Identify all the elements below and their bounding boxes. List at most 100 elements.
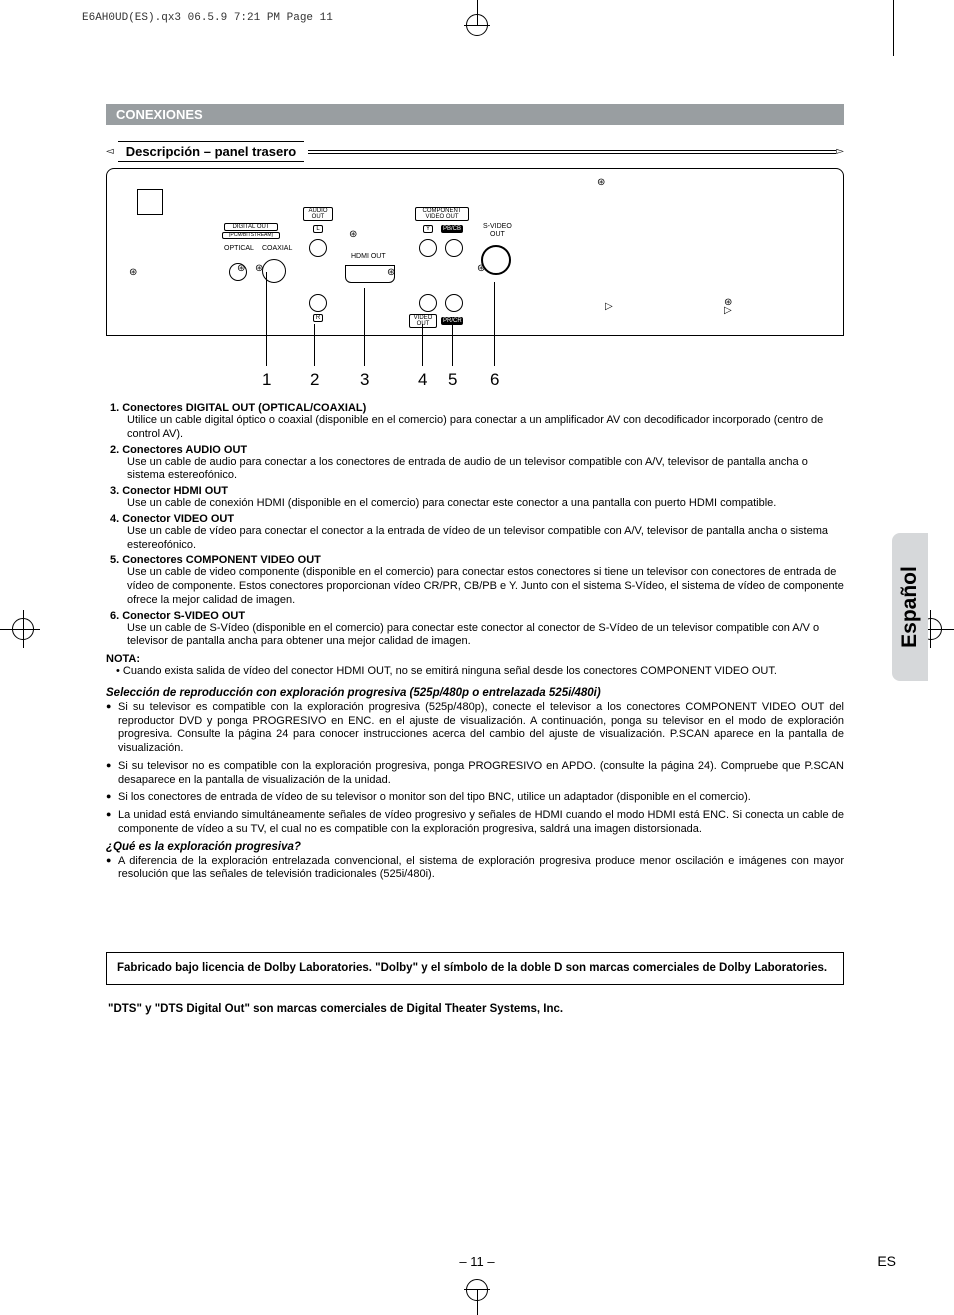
ornament-left: ◅ <box>106 146 114 157</box>
dts-notice: "DTS" y "DTS Digital Out" son marcas com… <box>106 995 844 1015</box>
question-bullet: ● A diferencia de la exploración entrela… <box>106 855 844 883</box>
screw-icon: ⊛ <box>129 267 137 278</box>
pbcb-label: PB/CB <box>441 225 463 233</box>
subsection-row: ◅ Descripción – panel trasero ▻ <box>106 141 844 162</box>
screw-icon: ⊛ <box>597 177 605 188</box>
dolby-notice: Fabricado bajo licencia de Dolby Laborat… <box>106 952 844 985</box>
y-jack <box>419 239 437 257</box>
item-body: Use un cable de vídeo para conectar el c… <box>127 525 844 553</box>
note-body: • Cuando exista salida de vídeo del cone… <box>116 665 844 679</box>
item-number: 4. <box>110 513 122 525</box>
rear-panel-diagram: ⊛ ⊛ ⊛ ▷ DIGITAL OUT (PCM/BITSTREAM) OPTI… <box>106 168 844 336</box>
pcm-label: (PCM/BITSTREAM) <box>222 232 280 239</box>
audio-out-label: AUDIO OUT <box>303 207 333 221</box>
optical-label: OPTICAL <box>224 245 254 253</box>
svideo-jack <box>481 245 511 275</box>
video-out-label: VIDEO OUT <box>409 314 437 328</box>
prepress-header: E6AH0UD(ES).qx3 06.5.9 7:21 PM Page 11 <box>82 12 333 24</box>
screw-icon: ⊛ <box>255 263 263 274</box>
crop-mark <box>23 610 24 648</box>
question-heading: ¿Qué es la exploración progresiva? <box>106 841 844 853</box>
page-language-code: ES <box>877 1253 896 1269</box>
connector-item: 3. Conector HDMI OUTUse un cable de cone… <box>110 485 844 511</box>
crop-mark <box>464 1289 490 1290</box>
leader-6: 6 <box>490 370 499 390</box>
connector-item: 4. Conector VIDEO OUTUse un cable de víd… <box>110 513 844 553</box>
item-title: Conector HDMI OUT <box>122 485 228 497</box>
screw-icon: ⊛ <box>387 267 395 278</box>
svideo-label: S-VIDEO OUT <box>483 223 512 238</box>
item-title: Conector VIDEO OUT <box>122 513 234 525</box>
ornament-right: ▻ <box>836 146 844 157</box>
audio-l-jack <box>309 239 327 257</box>
selection-heading: Selección de reproducción con exploració… <box>106 687 844 699</box>
bullet-icon: ● <box>106 809 118 820</box>
digital-out-label: DIGITAL OUT <box>224 223 278 231</box>
item-body: Use un cable de audio para conectar a lo… <box>127 456 844 484</box>
screw-icon: ⊛ <box>237 263 245 274</box>
section-heading: CONEXIONES <box>106 104 844 125</box>
connector-list: 1. Conectores DIGITAL OUT (OPTICAL/COAXI… <box>106 402 844 649</box>
subsection-rule <box>308 150 836 154</box>
hdmi-label: HDMI OUT <box>351 253 386 261</box>
screw-icon: ▷ <box>605 301 613 312</box>
crop-mark <box>0 629 40 630</box>
video-jack <box>419 294 437 312</box>
bullet-text: A diferencia de la exploración entrelaza… <box>118 855 844 883</box>
leader-3: 3 <box>360 370 369 390</box>
connector-item: 6. Conector S-VIDEO OUTUse un cable de S… <box>110 610 844 650</box>
item-number: 2. <box>110 444 122 456</box>
language-tab: Español <box>892 533 928 681</box>
bullet-icon: ● <box>106 855 118 866</box>
item-body: Use un cable de conexión HDMI (disponibl… <box>127 497 844 511</box>
item-body: Use un cable de video componente (dispon… <box>127 566 844 607</box>
bullet-text: La unidad está enviando simultáneamente … <box>118 809 844 837</box>
item-title: Conectores AUDIO OUT <box>122 444 247 456</box>
item-number: 3. <box>110 485 122 497</box>
bullet-text: Si su televisor es compatible con la exp… <box>118 701 844 756</box>
language-label: Español <box>898 566 922 648</box>
page-content: CONEXIONES ◅ Descripción – panel trasero… <box>106 104 844 1015</box>
pr-jack <box>445 294 463 312</box>
audio-r-label: R <box>313 314 323 322</box>
subsection-title: Descripción – panel trasero <box>118 141 305 162</box>
item-number: 1. <box>110 402 122 414</box>
y-label: Y <box>423 225 433 233</box>
screw-icon: ▷ <box>724 305 732 316</box>
crop-mark <box>930 610 931 648</box>
item-title: Conectores COMPONENT VIDEO OUT <box>122 554 321 566</box>
item-title: Conector S-VIDEO OUT <box>122 610 245 622</box>
crop-mark <box>464 25 490 26</box>
crop-mark <box>466 1279 488 1301</box>
item-title: Conectores DIGITAL OUT (OPTICAL/COAXIAL) <box>122 402 366 414</box>
page-number: – 11 – <box>0 1254 954 1269</box>
bullet-list: ●Si su televisor es compatible con la ex… <box>106 701 844 837</box>
bullet-text: Si los conectores de entrada de vídeo de… <box>118 791 751 805</box>
bullet-item: ●Si su televisor es compatible con la ex… <box>106 701 844 756</box>
box-icon <box>137 189 163 215</box>
note-heading: NOTA: <box>106 653 844 665</box>
item-body: Utilice un cable digital óptico o coaxia… <box>127 414 844 442</box>
bullet-icon: ● <box>106 760 118 771</box>
bullet-icon: ● <box>106 701 118 712</box>
trim-mark <box>893 0 894 56</box>
pb-jack <box>445 239 463 257</box>
bullet-item: ●La unidad está enviando simultáneamente… <box>106 809 844 837</box>
audio-l-label: L <box>313 225 323 233</box>
coaxial-label: COAXIAL <box>262 245 292 253</box>
connector-item: 1. Conectores DIGITAL OUT (OPTICAL/COAXI… <box>110 402 844 442</box>
bullet-item: ●Si los conectores de entrada de vídeo d… <box>106 791 844 805</box>
item-body: Use un cable de S-Vídeo (disponible en e… <box>127 622 844 650</box>
bullet-item: ●Si su televisor no es compatible con la… <box>106 760 844 788</box>
bullet-text: Si su televisor no es compatible con la … <box>118 760 844 788</box>
leader-5: 5 <box>448 370 457 390</box>
leader-lines: 1 2 3 4 5 6 <box>106 336 844 396</box>
item-number: 6. <box>110 610 122 622</box>
connector-item: 5. Conectores COMPONENT VIDEO OUTUse un … <box>110 554 844 607</box>
leader-2: 2 <box>310 370 319 390</box>
audio-r-jack <box>309 294 327 312</box>
screw-icon: ⊛ <box>349 229 357 240</box>
leader-1: 1 <box>262 370 271 390</box>
component-label: COMPONENT VIDEO OUT <box>415 207 469 221</box>
bullet-icon: ● <box>106 791 118 802</box>
